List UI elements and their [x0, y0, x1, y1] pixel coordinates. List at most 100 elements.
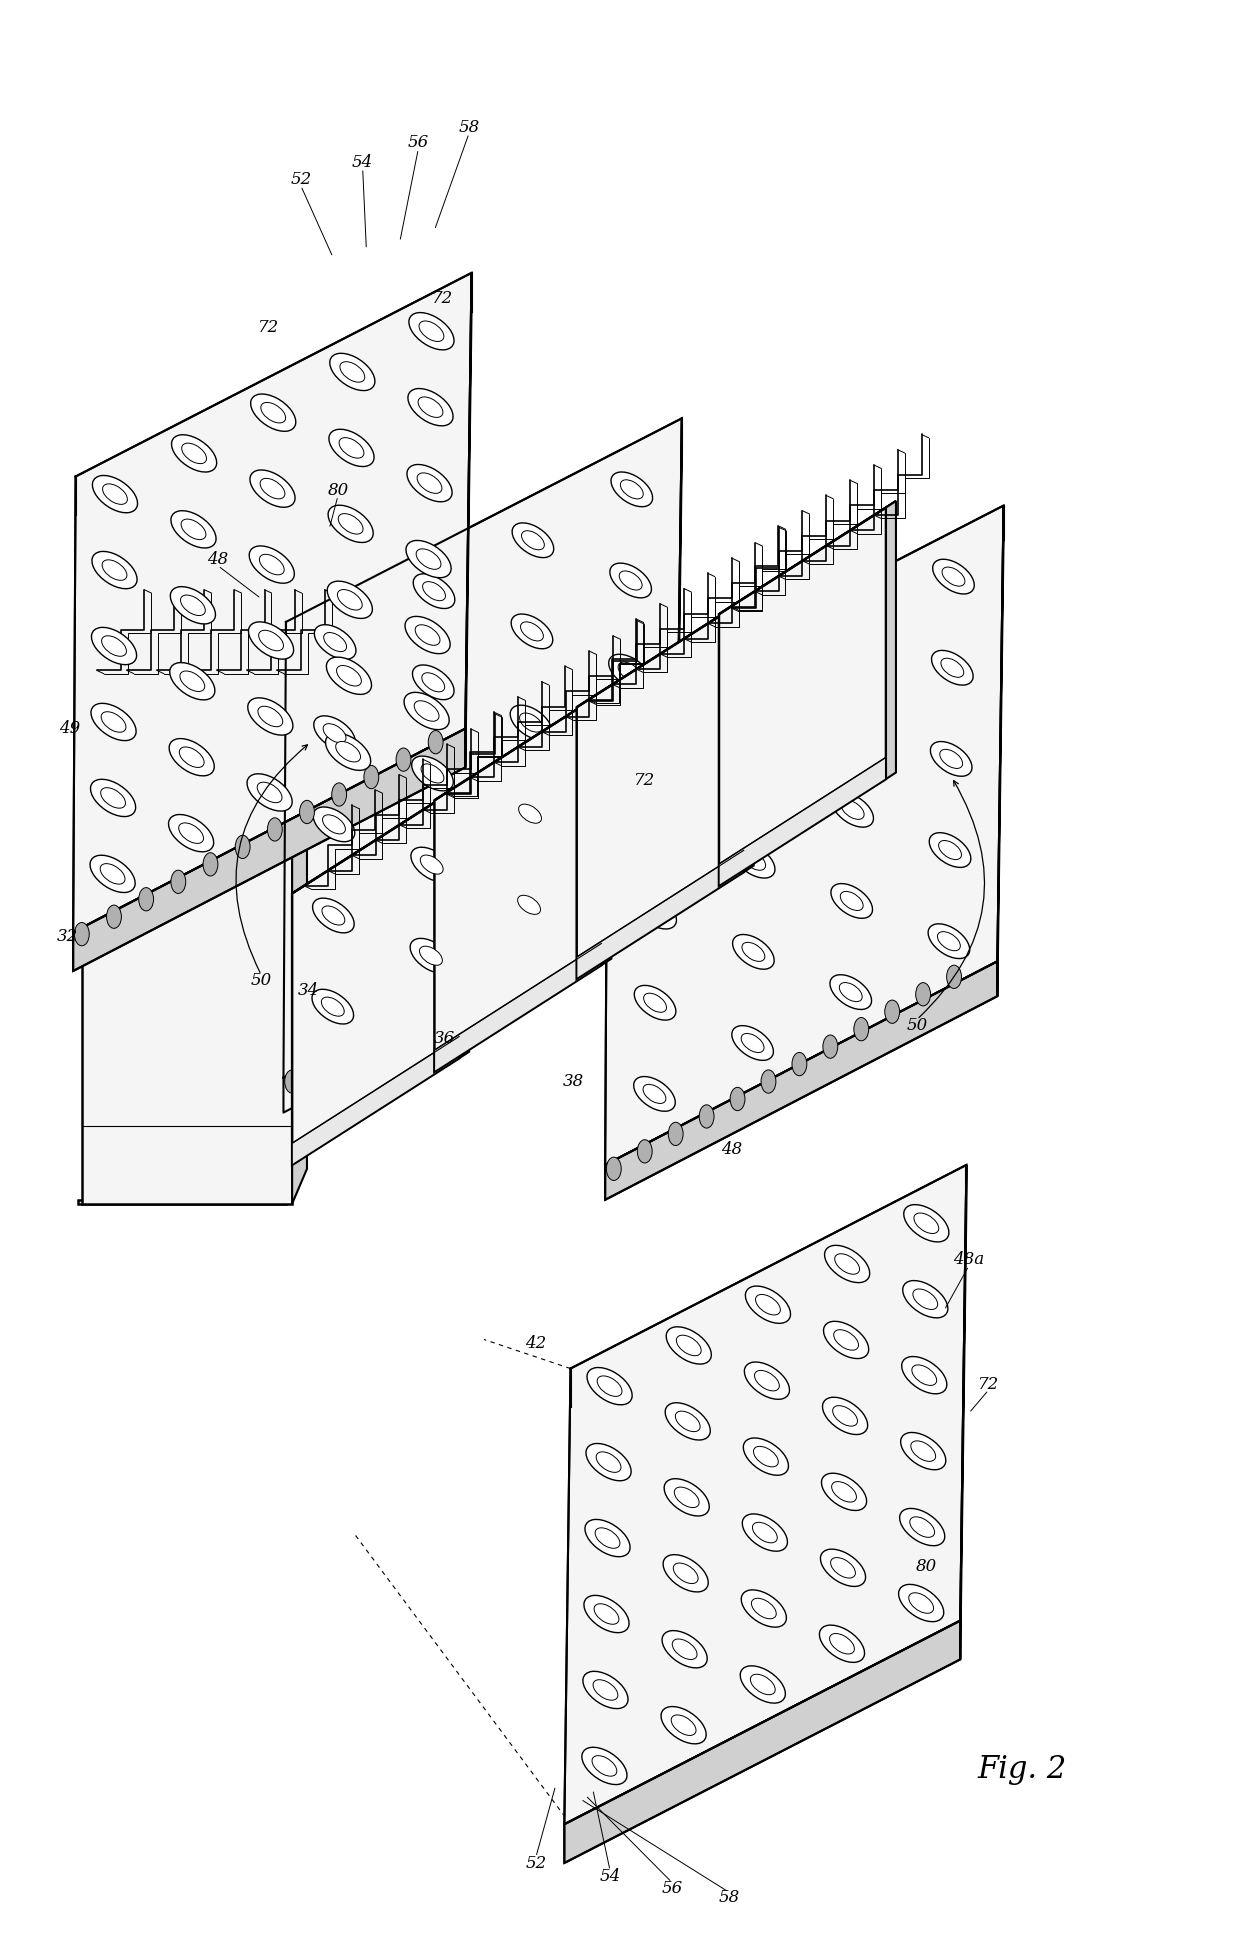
Ellipse shape	[676, 1412, 701, 1431]
Polygon shape	[434, 944, 601, 1072]
FancyArrowPatch shape	[236, 746, 308, 973]
Ellipse shape	[414, 701, 439, 720]
Ellipse shape	[329, 429, 374, 466]
Circle shape	[74, 922, 89, 946]
Ellipse shape	[743, 1515, 787, 1552]
Ellipse shape	[833, 610, 875, 645]
Ellipse shape	[248, 697, 293, 736]
Ellipse shape	[170, 662, 215, 699]
Circle shape	[606, 895, 621, 919]
Ellipse shape	[910, 1517, 935, 1538]
Polygon shape	[293, 781, 469, 893]
Ellipse shape	[593, 1680, 618, 1699]
Ellipse shape	[585, 1519, 630, 1557]
Ellipse shape	[666, 1326, 712, 1363]
Text: 48: 48	[720, 1140, 742, 1157]
Ellipse shape	[833, 1330, 858, 1350]
Text: 72: 72	[978, 1375, 999, 1392]
Ellipse shape	[929, 833, 971, 868]
Ellipse shape	[418, 396, 443, 418]
Ellipse shape	[582, 1748, 627, 1785]
Ellipse shape	[665, 1478, 709, 1517]
Ellipse shape	[92, 552, 138, 588]
Ellipse shape	[169, 738, 215, 777]
Text: 58: 58	[459, 118, 480, 136]
Circle shape	[946, 965, 961, 988]
Ellipse shape	[422, 763, 444, 783]
Ellipse shape	[911, 1441, 936, 1462]
Circle shape	[668, 1122, 683, 1146]
Polygon shape	[434, 693, 601, 1072]
Circle shape	[854, 1018, 869, 1041]
Ellipse shape	[321, 996, 345, 1016]
Ellipse shape	[620, 480, 644, 499]
Circle shape	[171, 870, 186, 893]
Ellipse shape	[734, 752, 776, 787]
Circle shape	[885, 1000, 899, 1023]
Ellipse shape	[412, 755, 454, 790]
Ellipse shape	[740, 1666, 785, 1703]
Polygon shape	[960, 1165, 966, 1658]
Text: 52: 52	[526, 1855, 547, 1872]
Ellipse shape	[675, 1488, 699, 1507]
Polygon shape	[434, 687, 611, 800]
Text: 54: 54	[352, 153, 373, 171]
Ellipse shape	[841, 891, 863, 911]
Ellipse shape	[258, 707, 283, 726]
Polygon shape	[676, 418, 682, 909]
Text: 50: 50	[250, 973, 272, 988]
Ellipse shape	[250, 394, 296, 431]
Ellipse shape	[744, 668, 768, 687]
Ellipse shape	[842, 709, 866, 728]
Ellipse shape	[511, 614, 553, 649]
Ellipse shape	[635, 893, 677, 928]
Ellipse shape	[618, 753, 640, 773]
Text: 80: 80	[916, 1557, 937, 1575]
Ellipse shape	[832, 792, 873, 827]
Ellipse shape	[609, 654, 650, 689]
Ellipse shape	[645, 903, 667, 921]
Text: 58: 58	[718, 1890, 739, 1907]
Ellipse shape	[339, 437, 363, 458]
Ellipse shape	[610, 563, 651, 598]
Ellipse shape	[170, 586, 216, 623]
Ellipse shape	[594, 1604, 619, 1624]
Ellipse shape	[512, 522, 554, 557]
Ellipse shape	[591, 1756, 616, 1777]
Ellipse shape	[522, 530, 544, 550]
Ellipse shape	[733, 843, 775, 878]
Ellipse shape	[644, 992, 666, 1012]
Ellipse shape	[91, 854, 135, 893]
Ellipse shape	[744, 1361, 790, 1400]
Ellipse shape	[830, 1633, 854, 1655]
Ellipse shape	[661, 1707, 706, 1744]
Ellipse shape	[904, 1204, 949, 1241]
Ellipse shape	[832, 1482, 857, 1501]
Ellipse shape	[635, 985, 676, 1020]
Ellipse shape	[644, 1084, 666, 1103]
Circle shape	[477, 965, 492, 988]
Polygon shape	[293, 635, 308, 1204]
Ellipse shape	[410, 847, 453, 882]
Ellipse shape	[900, 1509, 945, 1546]
Ellipse shape	[900, 1433, 946, 1470]
Polygon shape	[744, 594, 754, 872]
Circle shape	[107, 905, 122, 928]
Text: 56: 56	[408, 134, 429, 151]
Ellipse shape	[326, 732, 371, 771]
Ellipse shape	[821, 1550, 866, 1587]
Ellipse shape	[750, 1674, 775, 1695]
Ellipse shape	[520, 713, 542, 732]
Polygon shape	[601, 687, 611, 965]
Ellipse shape	[249, 546, 294, 583]
Ellipse shape	[645, 812, 667, 829]
Ellipse shape	[180, 748, 205, 767]
Ellipse shape	[663, 1556, 708, 1592]
Ellipse shape	[831, 884, 873, 919]
Ellipse shape	[324, 724, 346, 742]
Ellipse shape	[611, 472, 652, 507]
Ellipse shape	[324, 633, 346, 653]
Text: 72: 72	[433, 289, 454, 307]
Polygon shape	[564, 1622, 960, 1862]
Ellipse shape	[337, 590, 362, 610]
